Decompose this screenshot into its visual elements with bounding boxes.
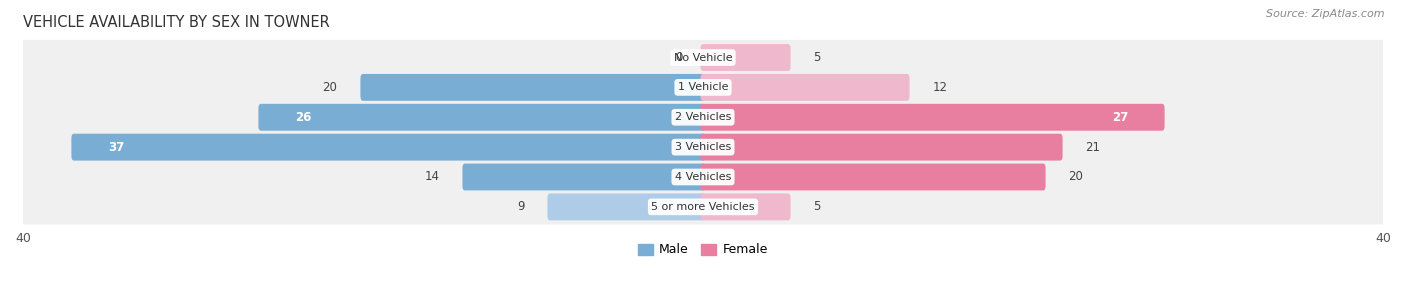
Text: No Vehicle: No Vehicle [673, 52, 733, 63]
FancyBboxPatch shape [360, 74, 706, 101]
FancyBboxPatch shape [3, 160, 1403, 195]
Text: 2 Vehicles: 2 Vehicles [675, 112, 731, 122]
Text: 20: 20 [1069, 170, 1084, 184]
Text: 5: 5 [814, 200, 821, 214]
FancyBboxPatch shape [3, 100, 1403, 135]
Text: 37: 37 [108, 141, 124, 154]
FancyBboxPatch shape [700, 74, 910, 101]
Text: 5: 5 [814, 51, 821, 64]
Text: VEHICLE AVAILABILITY BY SEX IN TOWNER: VEHICLE AVAILABILITY BY SEX IN TOWNER [22, 15, 329, 30]
Text: 5 or more Vehicles: 5 or more Vehicles [651, 202, 755, 212]
Text: 26: 26 [295, 111, 311, 124]
Text: 0: 0 [675, 51, 682, 64]
Text: 9: 9 [517, 200, 524, 214]
Text: 12: 12 [932, 81, 948, 94]
FancyBboxPatch shape [259, 104, 706, 131]
FancyBboxPatch shape [700, 134, 1063, 160]
FancyBboxPatch shape [463, 163, 706, 190]
Text: 27: 27 [1112, 111, 1128, 124]
Text: 3 Vehicles: 3 Vehicles [675, 142, 731, 152]
FancyBboxPatch shape [700, 104, 1164, 131]
FancyBboxPatch shape [547, 193, 706, 220]
Text: 20: 20 [322, 81, 337, 94]
FancyBboxPatch shape [3, 130, 1403, 165]
FancyBboxPatch shape [700, 44, 790, 71]
FancyBboxPatch shape [700, 193, 790, 220]
Text: Source: ZipAtlas.com: Source: ZipAtlas.com [1267, 9, 1385, 19]
FancyBboxPatch shape [72, 134, 706, 160]
Text: 4 Vehicles: 4 Vehicles [675, 172, 731, 182]
FancyBboxPatch shape [3, 189, 1403, 224]
Text: 21: 21 [1085, 141, 1101, 154]
FancyBboxPatch shape [3, 70, 1403, 105]
FancyBboxPatch shape [700, 163, 1046, 190]
FancyBboxPatch shape [3, 40, 1403, 75]
Text: 1 Vehicle: 1 Vehicle [678, 82, 728, 92]
Legend: Male, Female: Male, Female [633, 239, 773, 261]
Text: 14: 14 [425, 170, 440, 184]
